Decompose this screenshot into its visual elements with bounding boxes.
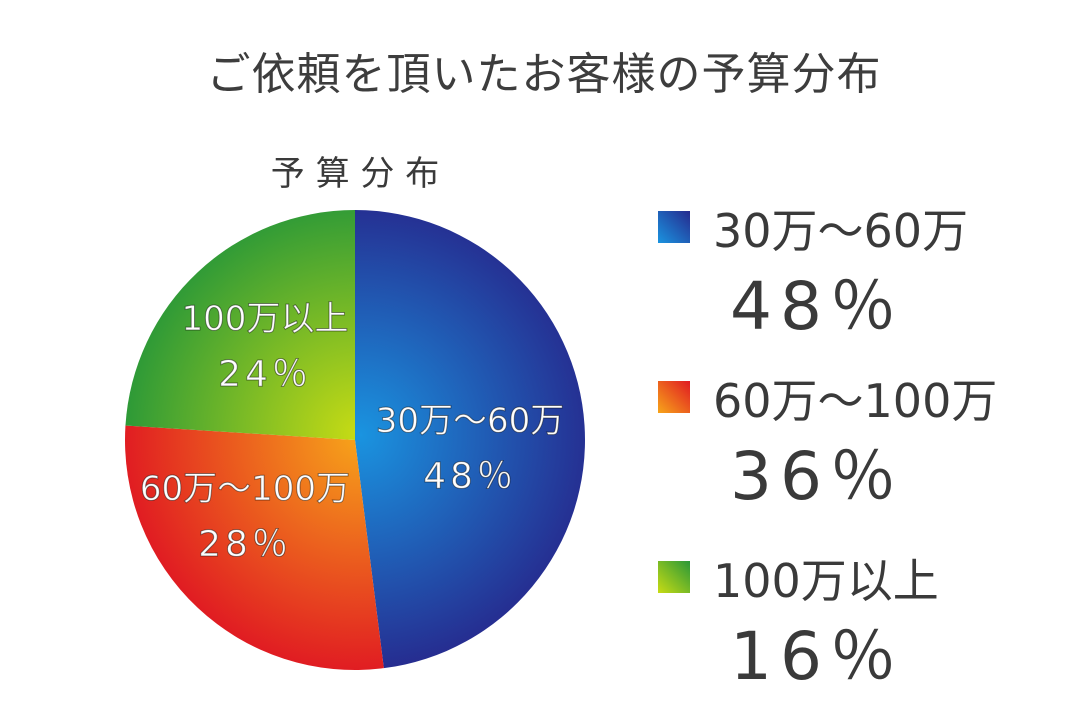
legend-item: 100万以上 16％: [655, 545, 1075, 715]
pie-slice: [125, 210, 355, 440]
slice-label: 60万〜100万: [140, 469, 350, 509]
legend-label: 30万〜60万: [713, 204, 969, 258]
legend-percent: 36％: [730, 438, 904, 515]
legend-swatch: [658, 211, 690, 243]
pie-slice: [355, 210, 585, 669]
legend-swatch: [658, 561, 690, 593]
slice-value-label: 28％: [198, 524, 292, 565]
legend-label: 60万〜100万: [713, 374, 998, 428]
legend-swatch: [658, 381, 690, 413]
legend-item: 30万〜60万 48％: [655, 195, 1075, 365]
chart-title: 予 算 分 布: [271, 154, 439, 194]
slice-label: 30万〜60万: [376, 401, 565, 441]
legend-percent: 16％: [730, 618, 904, 695]
slice-value-label: 48％: [423, 456, 517, 497]
slice-label: 100万以上: [182, 299, 349, 339]
legend-label: 100万以上: [713, 554, 939, 608]
slice-value-label: 24％: [218, 354, 312, 395]
legend-item: 60万〜100万 36％: [655, 365, 1075, 535]
page-title: ご依頼を頂いたお客様の予算分布: [206, 49, 882, 100]
legend-percent: 48％: [730, 268, 904, 345]
pie-slice: [124, 425, 384, 670]
